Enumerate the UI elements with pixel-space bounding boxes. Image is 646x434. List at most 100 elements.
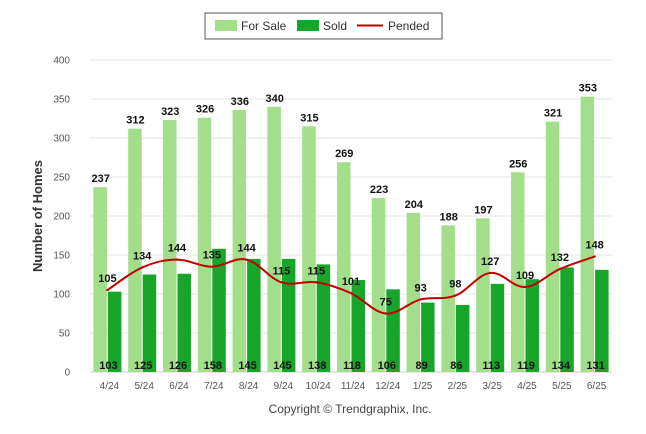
bars [93, 96, 609, 373]
for-sale-value-label: 340 [265, 93, 283, 105]
pended-value-label: 134 [133, 250, 152, 262]
for-sale-bar [302, 126, 316, 372]
for-sale-value-label: 312 [126, 115, 144, 127]
sold-value-label: 145 [238, 360, 256, 372]
for-sale-bar [267, 106, 281, 373]
pended-point [384, 312, 387, 315]
legend: For Sale Sold Pended [204, 12, 443, 40]
sold-bar [247, 258, 261, 372]
sold-value-label: 89 [415, 360, 427, 372]
y-tick-label: 100 [53, 290, 70, 301]
pended-value-label: 148 [585, 240, 603, 252]
for-sale-value-label: 204 [405, 199, 424, 211]
y-tick-label: 200 [53, 212, 70, 223]
for-sale-value-label: 336 [231, 96, 249, 108]
y-tick-label: 50 [59, 329, 71, 340]
for-sale-bar [441, 225, 455, 372]
for-sale-bar [371, 198, 386, 372]
sold-bar [142, 274, 157, 372]
sold-value-label: 138 [308, 360, 326, 372]
sold-bar [386, 289, 400, 372]
x-tick-label: 5/24 [134, 381, 154, 392]
pended-value-label: 132 [551, 252, 569, 264]
x-tick-label: 2/25 [448, 381, 468, 392]
y-tick-label: 300 [53, 134, 70, 145]
pended-value-label: 101 [342, 276, 360, 288]
for-sale-value-label: 237 [91, 173, 109, 185]
legend-box [204, 12, 443, 40]
sold-value-label: 131 [586, 360, 604, 372]
pended-point [175, 258, 179, 261]
x-tick-label: 6/25 [587, 381, 607, 392]
pended-point [106, 288, 109, 292]
sold-bar [212, 248, 226, 372]
for-sale-bar [406, 212, 421, 372]
sold-bar [421, 302, 435, 372]
sold-bar [281, 258, 296, 372]
pended-value-label: 135 [203, 250, 221, 262]
sold-bar [455, 304, 470, 372]
for-sale-bar [197, 117, 212, 372]
pended-value-label: 109 [516, 270, 534, 282]
sold-value-label: 86 [450, 360, 462, 372]
pended-point [489, 271, 492, 275]
y-tick-label: 150 [53, 251, 70, 262]
pended-point [280, 281, 283, 284]
pended-point [245, 258, 248, 261]
for-sale-bar [511, 172, 525, 372]
pended-value-label: 115 [273, 265, 291, 277]
pended-point [419, 298, 422, 301]
x-tick-label: 4/25 [517, 381, 537, 392]
for-sale-value-label: 315 [300, 112, 318, 124]
pended-value-label: 98 [449, 279, 461, 291]
pended-value-label: 115 [307, 265, 325, 277]
x-tick-label: 12/24 [375, 381, 400, 392]
for-sale-value-label: 321 [544, 108, 562, 120]
for-sale-bar [580, 96, 595, 372]
for-sale-bar [337, 162, 351, 372]
for-sale-value-label: 326 [196, 104, 214, 116]
pended-point [454, 294, 457, 297]
pended-point [558, 267, 561, 271]
x-tick-label: 4/24 [100, 381, 120, 392]
x-tick-label: 3/25 [482, 381, 502, 392]
sold-bar [177, 273, 191, 372]
x-tick-label: 1/25 [413, 381, 433, 392]
x-tick-label: 5/25 [552, 381, 572, 392]
for-sale-value-label: 188 [439, 211, 457, 223]
legend-sold-swatch [297, 20, 319, 31]
value-labels: 237 103 312 125 323 126 326 158 336 145 340 145 315 1… [91, 83, 604, 372]
for-sale-value-label: 197 [474, 204, 492, 216]
pended-point [523, 285, 527, 289]
sold-bar [351, 279, 365, 372]
sold-value-label: 134 [552, 360, 571, 372]
for-sale-bar [93, 187, 107, 372]
for-sale-value-label: 353 [579, 83, 597, 95]
x-tick-label: 9/24 [274, 381, 294, 392]
for-sale-value-label: 256 [509, 158, 527, 170]
x-tick-label: 8/24 [239, 381, 259, 392]
for-sale-bar [545, 121, 560, 373]
x-tick-label: 11/24 [341, 381, 366, 392]
sold-value-label: 118 [343, 360, 361, 372]
pended-point [349, 292, 353, 295]
for-sale-value-label: 223 [370, 184, 388, 196]
pended-line [106, 255, 596, 315]
x-tick-label: 6/24 [169, 381, 189, 392]
pended-value-label: 93 [414, 282, 426, 294]
pended-value-label: 75 [380, 297, 392, 309]
y-axis-title: Number of Homes [30, 160, 45, 272]
sold-value-label: 113 [482, 360, 500, 372]
for-sale-bar [128, 128, 142, 372]
sold-value-label: 126 [169, 360, 187, 372]
sold-bar [560, 267, 574, 372]
copyright-footer: Copyright © Trendgraphix, Inc. [269, 402, 432, 416]
for-sale-value-label: 269 [335, 148, 353, 160]
x-tick-label: 10/24 [306, 381, 331, 392]
y-tick-label: 250 [53, 173, 70, 184]
y-tick-label: 350 [53, 95, 70, 106]
legend-for-sale-label: For Sale [241, 19, 287, 33]
sold-value-label: 103 [99, 360, 117, 372]
sold-bar [316, 264, 331, 372]
